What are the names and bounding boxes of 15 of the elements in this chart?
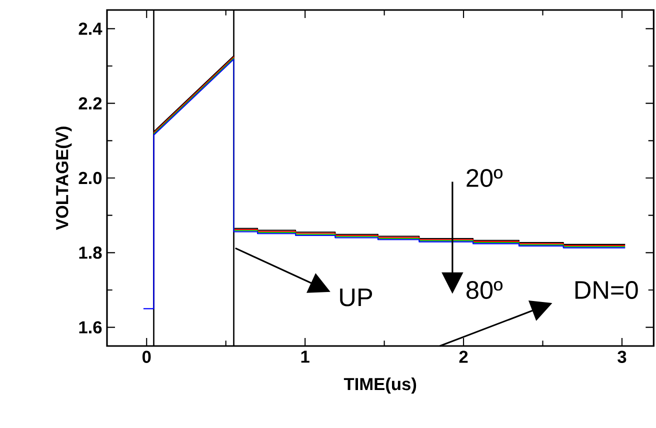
annotation: 80º	[466, 281, 503, 299]
x-tick-label: 2	[459, 350, 468, 363]
x-tick-label: 3	[618, 350, 626, 363]
y-tick-label: 1.6	[79, 321, 102, 334]
annotation: UP	[340, 288, 372, 306]
y-tick-label: 2.0	[78, 172, 102, 184]
y-axis-title: VOLTAGE(V)	[56, 126, 72, 230]
y-tick-label: 2.2	[78, 97, 102, 110]
annotation: DN=0	[575, 281, 638, 299]
y-tick-label: 2.4	[78, 22, 102, 35]
x-axis-title: TIME(us)	[344, 377, 416, 394]
annotation: 20º	[466, 169, 503, 187]
x-tick-label: 1	[301, 350, 310, 363]
y-tick-label: 1.8	[79, 246, 102, 259]
x-tick-label: 0	[142, 350, 151, 363]
